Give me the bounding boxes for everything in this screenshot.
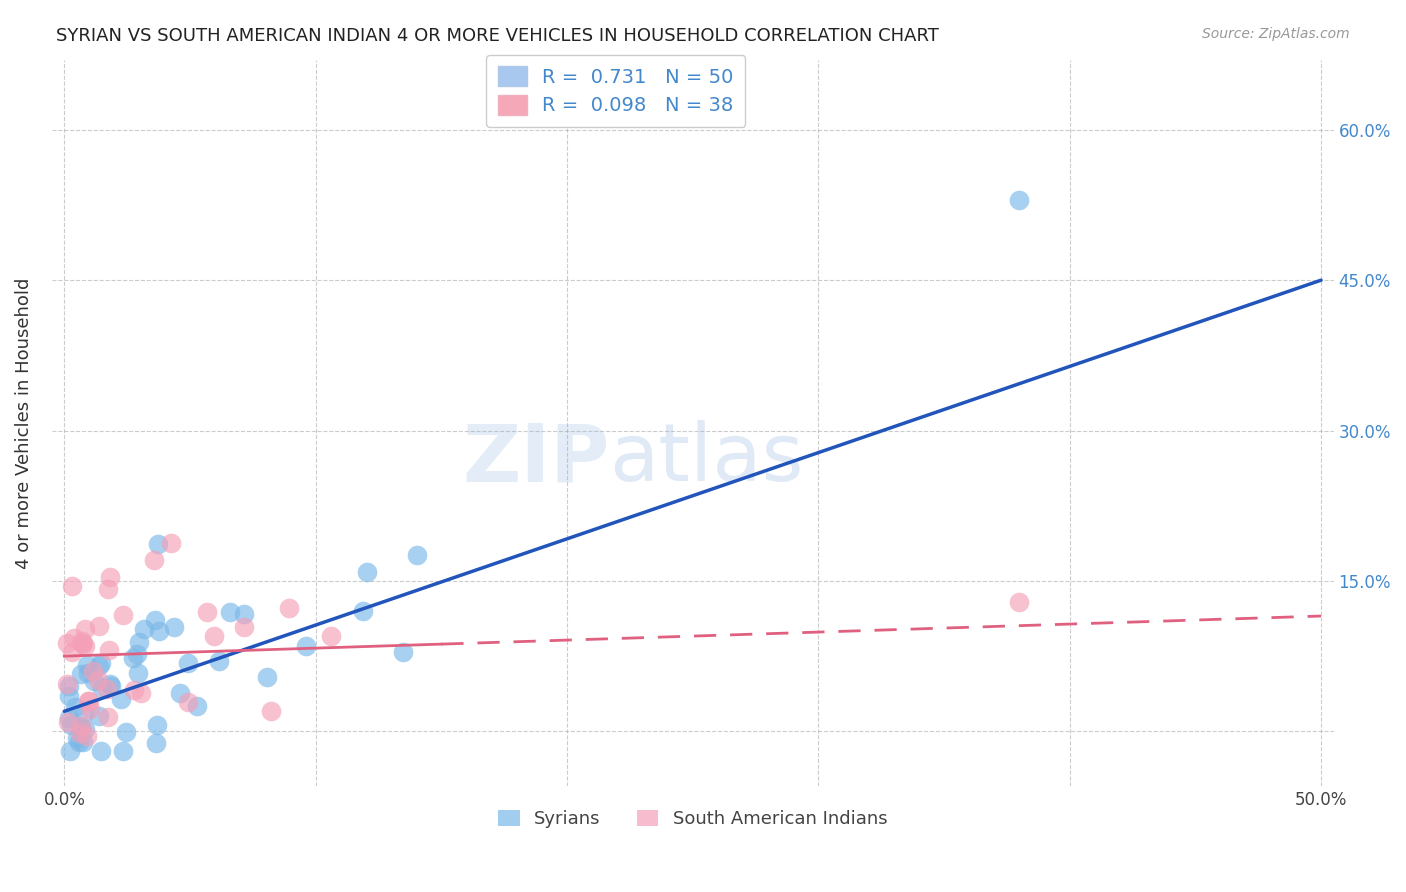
Point: [70, 636, 93, 650]
Point: [72, 735, 94, 749]
Point: [392, 645, 415, 659]
Text: ZIP: ZIP: [463, 420, 609, 499]
Point: [112, 608, 135, 623]
Point: [186, 699, 208, 714]
Point: [1008, 193, 1031, 207]
Point: [277, 601, 299, 615]
Point: [89, 618, 111, 632]
Point: [177, 695, 200, 709]
Point: [125, 648, 148, 662]
Point: [143, 553, 166, 567]
Point: [127, 666, 149, 681]
Point: [97, 710, 120, 724]
Point: [70, 667, 93, 681]
Point: [233, 620, 256, 634]
Point: [259, 704, 281, 718]
Point: [60, 718, 83, 732]
Point: [66, 731, 89, 746]
Point: [69, 719, 91, 733]
Point: [72, 637, 94, 651]
Point: [70, 633, 93, 648]
Point: [111, 744, 134, 758]
Point: [169, 686, 191, 700]
Point: [73, 706, 96, 720]
Point: [148, 624, 170, 639]
Legend: Syrians, South American Indians: Syrians, South American Indians: [491, 803, 894, 836]
Text: SYRIAN VS SOUTH AMERICAN INDIAN 4 OR MORE VEHICLES IN HOUSEHOLD CORRELATION CHAR: SYRIAN VS SOUTH AMERICAN INDIAN 4 OR MOR…: [56, 27, 939, 45]
Point: [69, 726, 91, 740]
Point: [87, 659, 110, 673]
Point: [67, 735, 90, 749]
Point: [219, 606, 242, 620]
Point: [145, 736, 167, 750]
Point: [59, 744, 82, 758]
Point: [98, 642, 121, 657]
Point: [75, 639, 97, 653]
Point: [128, 634, 150, 648]
Text: atlas: atlas: [609, 420, 804, 499]
Point: [208, 654, 231, 668]
Point: [96, 582, 118, 597]
Point: [405, 548, 427, 562]
Point: [83, 673, 105, 688]
Point: [73, 623, 96, 637]
Point: [90, 656, 112, 670]
Text: Source: ZipAtlas.com: Source: ZipAtlas.com: [1202, 27, 1350, 41]
Point: [110, 692, 132, 706]
Point: [96, 681, 118, 696]
Point: [204, 630, 226, 644]
Point: [256, 670, 278, 684]
Point: [319, 629, 342, 643]
Point: [76, 657, 98, 672]
Point: [56, 677, 79, 691]
Point: [60, 578, 83, 592]
Point: [143, 613, 166, 627]
Point: [122, 651, 145, 665]
Point: [60, 645, 83, 659]
Point: [87, 709, 110, 723]
Point: [90, 744, 112, 758]
Point: [352, 604, 374, 618]
Point: [82, 665, 104, 679]
Point: [195, 605, 218, 619]
Point: [100, 679, 122, 693]
Point: [77, 694, 100, 708]
Y-axis label: 4 or more Vehicles in Household: 4 or more Vehicles in Household: [15, 277, 32, 569]
Point: [162, 620, 184, 634]
Point: [63, 632, 86, 646]
Point: [58, 711, 80, 725]
Point: [87, 673, 110, 688]
Point: [63, 700, 86, 714]
Point: [73, 723, 96, 737]
Point: [148, 537, 170, 551]
Point: [129, 686, 152, 700]
Point: [356, 565, 378, 579]
Point: [77, 665, 100, 680]
Point: [160, 536, 183, 550]
Point: [90, 681, 112, 695]
Point: [177, 657, 200, 671]
Point: [76, 729, 98, 743]
Point: [58, 689, 80, 703]
Point: [232, 607, 254, 621]
Point: [56, 636, 79, 650]
Point: [132, 622, 155, 636]
Point: [56, 715, 79, 730]
Point: [77, 694, 100, 708]
Point: [58, 679, 80, 693]
Point: [79, 701, 101, 715]
Point: [145, 718, 167, 732]
Point: [70, 720, 93, 734]
Point: [98, 570, 121, 584]
Point: [98, 676, 121, 690]
Point: [294, 639, 316, 653]
Point: [114, 725, 136, 739]
Point: [124, 682, 146, 697]
Point: [1008, 595, 1031, 609]
